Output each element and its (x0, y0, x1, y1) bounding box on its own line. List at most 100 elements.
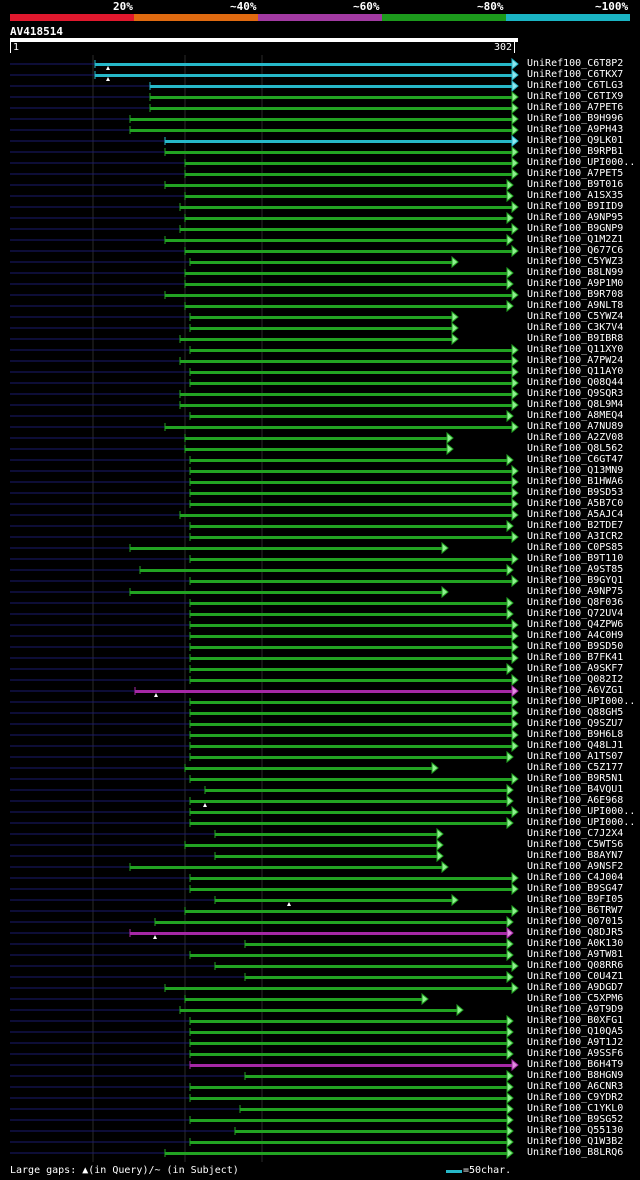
hit-label[interactable]: UniRef100_B9GYQ1 (527, 575, 624, 586)
hit-row[interactable] (10, 354, 519, 368)
hit-bar[interactable] (185, 998, 422, 1001)
hit-label[interactable]: UniRef100_A9ST85 (527, 564, 624, 575)
hit-row[interactable] (10, 134, 519, 148)
hit-bar[interactable] (190, 723, 512, 726)
hit-bar[interactable] (190, 701, 512, 704)
hit-row[interactable] (10, 398, 519, 412)
hit-bar[interactable] (150, 96, 512, 99)
hit-row[interactable] (10, 475, 519, 489)
hit-row[interactable] (10, 178, 514, 192)
hit-label[interactable]: UniRef100_B9GNP9 (527, 223, 624, 234)
hit-bar[interactable] (150, 85, 512, 88)
hit-label[interactable]: UniRef100_Q08RR6 (527, 960, 624, 971)
hit-row[interactable] (10, 1080, 514, 1094)
hit-bar[interactable] (130, 547, 442, 550)
hit-bar[interactable] (190, 470, 512, 473)
hit-row[interactable] (10, 222, 519, 236)
hit-row[interactable] (10, 167, 519, 181)
hit-row[interactable] (10, 552, 519, 566)
hit-bar[interactable] (180, 404, 512, 407)
hit-label[interactable]: UniRef100_Q8F036 (527, 597, 624, 608)
hit-label[interactable]: UniRef100_B9IBR8 (527, 333, 624, 344)
hit-label[interactable]: UniRef100_A5AJC4 (527, 509, 624, 520)
hit-bar[interactable] (165, 151, 512, 154)
hit-label[interactable]: UniRef100_C9YDR2 (527, 1092, 624, 1103)
hit-row[interactable] (10, 343, 519, 357)
hit-bar[interactable] (180, 206, 512, 209)
hit-row[interactable] (10, 706, 519, 720)
hit-label[interactable]: UniRef100_B9R708 (527, 289, 624, 300)
hit-bar[interactable] (190, 525, 507, 528)
hit-bar[interactable] (190, 624, 512, 627)
hit-bar[interactable] (130, 932, 507, 935)
hit-label[interactable]: UniRef100_B9SD50 (527, 641, 624, 652)
hit-row[interactable] (10, 266, 514, 280)
hit-row[interactable] (10, 893, 459, 907)
hit-row[interactable] (10, 233, 514, 247)
hit-row[interactable] (10, 332, 459, 346)
hit-label[interactable]: UniRef100_C6T8P2 (527, 58, 624, 69)
hit-row[interactable] (10, 409, 514, 423)
hit-bar[interactable] (180, 514, 512, 517)
hit-bar[interactable] (190, 778, 512, 781)
hit-bar[interactable] (190, 261, 452, 264)
hit-bar[interactable] (165, 987, 512, 990)
hit-bar[interactable] (180, 228, 512, 231)
hit-label[interactable]: UniRef100_Q1W3B2 (527, 1136, 624, 1147)
hit-row[interactable] (10, 255, 459, 269)
hit-bar[interactable] (180, 393, 512, 396)
hit-label[interactable]: UniRef100_Q07015 (527, 916, 624, 927)
hit-label[interactable]: UniRef100_B4VQU1 (527, 784, 624, 795)
hit-row[interactable] (10, 90, 519, 104)
hit-row[interactable] (10, 156, 519, 170)
hit-row[interactable] (10, 761, 439, 775)
hit-bar[interactable] (185, 250, 512, 253)
hit-row[interactable] (10, 277, 514, 291)
hit-bar[interactable] (190, 481, 512, 484)
hit-bar[interactable] (185, 910, 512, 913)
hit-row[interactable] (10, 717, 519, 731)
hit-bar[interactable] (185, 195, 507, 198)
hit-label[interactable]: UniRef100_B0XFG1 (527, 1015, 624, 1026)
hit-bar[interactable] (165, 294, 512, 297)
hit-row[interactable] (10, 288, 519, 302)
hit-row[interactable] (10, 805, 519, 819)
hit-row[interactable] (10, 145, 519, 159)
hit-bar[interactable] (205, 789, 507, 792)
hit-bar[interactable] (95, 74, 512, 77)
hit-row[interactable] (10, 497, 519, 511)
hit-row[interactable] (10, 321, 459, 335)
hit-row[interactable] (10, 1014, 514, 1028)
hit-row[interactable] (10, 981, 519, 995)
hit-row[interactable] (10, 431, 454, 445)
hit-row[interactable] (10, 1069, 514, 1083)
hit-row[interactable] (10, 112, 519, 126)
hit-label[interactable]: UniRef100_Q677C6 (527, 245, 624, 256)
hit-bar[interactable] (190, 756, 507, 759)
hit-bar[interactable] (185, 437, 447, 440)
hit-row[interactable] (10, 596, 514, 610)
hit-bar[interactable] (185, 448, 447, 451)
hit-bar[interactable] (190, 613, 507, 616)
hit-bar[interactable] (245, 943, 507, 946)
hit-row[interactable] (10, 420, 519, 434)
hit-bar[interactable] (180, 360, 512, 363)
hit-row[interactable] (10, 79, 519, 93)
hit-bar[interactable] (190, 1141, 507, 1144)
hit-row[interactable] (10, 1113, 514, 1127)
hit-bar[interactable] (215, 833, 437, 836)
hit-row[interactable] (10, 442, 454, 456)
hit-row[interactable] (10, 387, 519, 401)
hit-bar[interactable] (190, 1031, 507, 1034)
hit-bar[interactable] (190, 459, 507, 462)
hit-label[interactable]: UniRef100_B9T016 (527, 179, 624, 190)
hit-bar[interactable] (245, 1075, 507, 1078)
hit-row[interactable] (10, 860, 449, 874)
hit-label[interactable]: UniRef100_A3ICR2 (527, 531, 624, 542)
hit-bar[interactable] (190, 877, 512, 880)
hit-row[interactable] (10, 1124, 514, 1138)
hit-label[interactable]: UniRef100_A9PH43 (527, 124, 624, 135)
hit-label[interactable]: UniRef100_B8AYN7 (527, 850, 624, 861)
hit-bar[interactable] (185, 217, 507, 220)
hit-label[interactable]: UniRef100_A8MEQ4 (527, 410, 624, 421)
